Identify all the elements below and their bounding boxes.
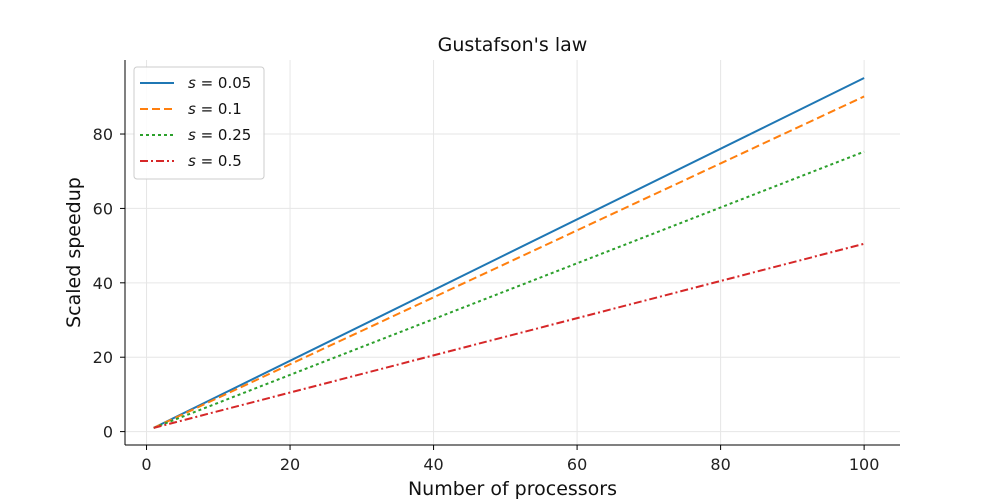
series-line-3 <box>153 242 865 429</box>
legend-label-3: s = 0.5 <box>188 152 242 170</box>
series-line-1 <box>153 95 865 429</box>
x-tick-label: 40 <box>423 455 443 474</box>
legend-value: = 0.5 <box>196 152 242 170</box>
legend-variable: s <box>188 126 196 144</box>
y-tick-label: 20 <box>93 348 113 367</box>
x-tick-label: 80 <box>710 455 730 474</box>
y-axis-label: Scaled speedup <box>63 177 85 328</box>
legend-box <box>133 66 265 180</box>
axes <box>124 60 900 446</box>
series-line-2 <box>153 150 865 429</box>
legend-variable: s <box>188 152 196 170</box>
x-tick-label: 20 <box>280 455 300 474</box>
legend-value: = 0.25 <box>196 126 252 144</box>
y-tick-label: 80 <box>93 125 113 144</box>
x-tick-label: 0 <box>141 455 151 474</box>
legend-variable: s <box>188 100 196 118</box>
y-tick-label: 40 <box>93 274 113 293</box>
x-axis-label: Number of processors <box>408 478 617 500</box>
y-tick-label: 60 <box>93 199 113 218</box>
legend-variable: s <box>188 74 196 92</box>
series-line-0 <box>153 77 865 429</box>
legend: s = 0.05s = 0.1s = 0.25s = 0.5 <box>133 66 265 180</box>
legend-value: = 0.1 <box>196 100 242 118</box>
axis-ticks: 0 20 40 60 80 100 0 20 40 60 80 <box>93 125 880 474</box>
x-tick-label: 100 <box>849 455 880 474</box>
series-lines <box>153 77 865 429</box>
legend-label-1: s = 0.1 <box>188 100 242 118</box>
legend-label-0: s = 0.05 <box>188 74 251 92</box>
y-tick-label: 0 <box>103 423 113 442</box>
x-tick-label: 60 <box>567 455 587 474</box>
legend-value: = 0.05 <box>196 74 252 92</box>
chart-title: Gustafson's law <box>438 34 588 56</box>
legend-label-2: s = 0.25 <box>188 126 251 144</box>
